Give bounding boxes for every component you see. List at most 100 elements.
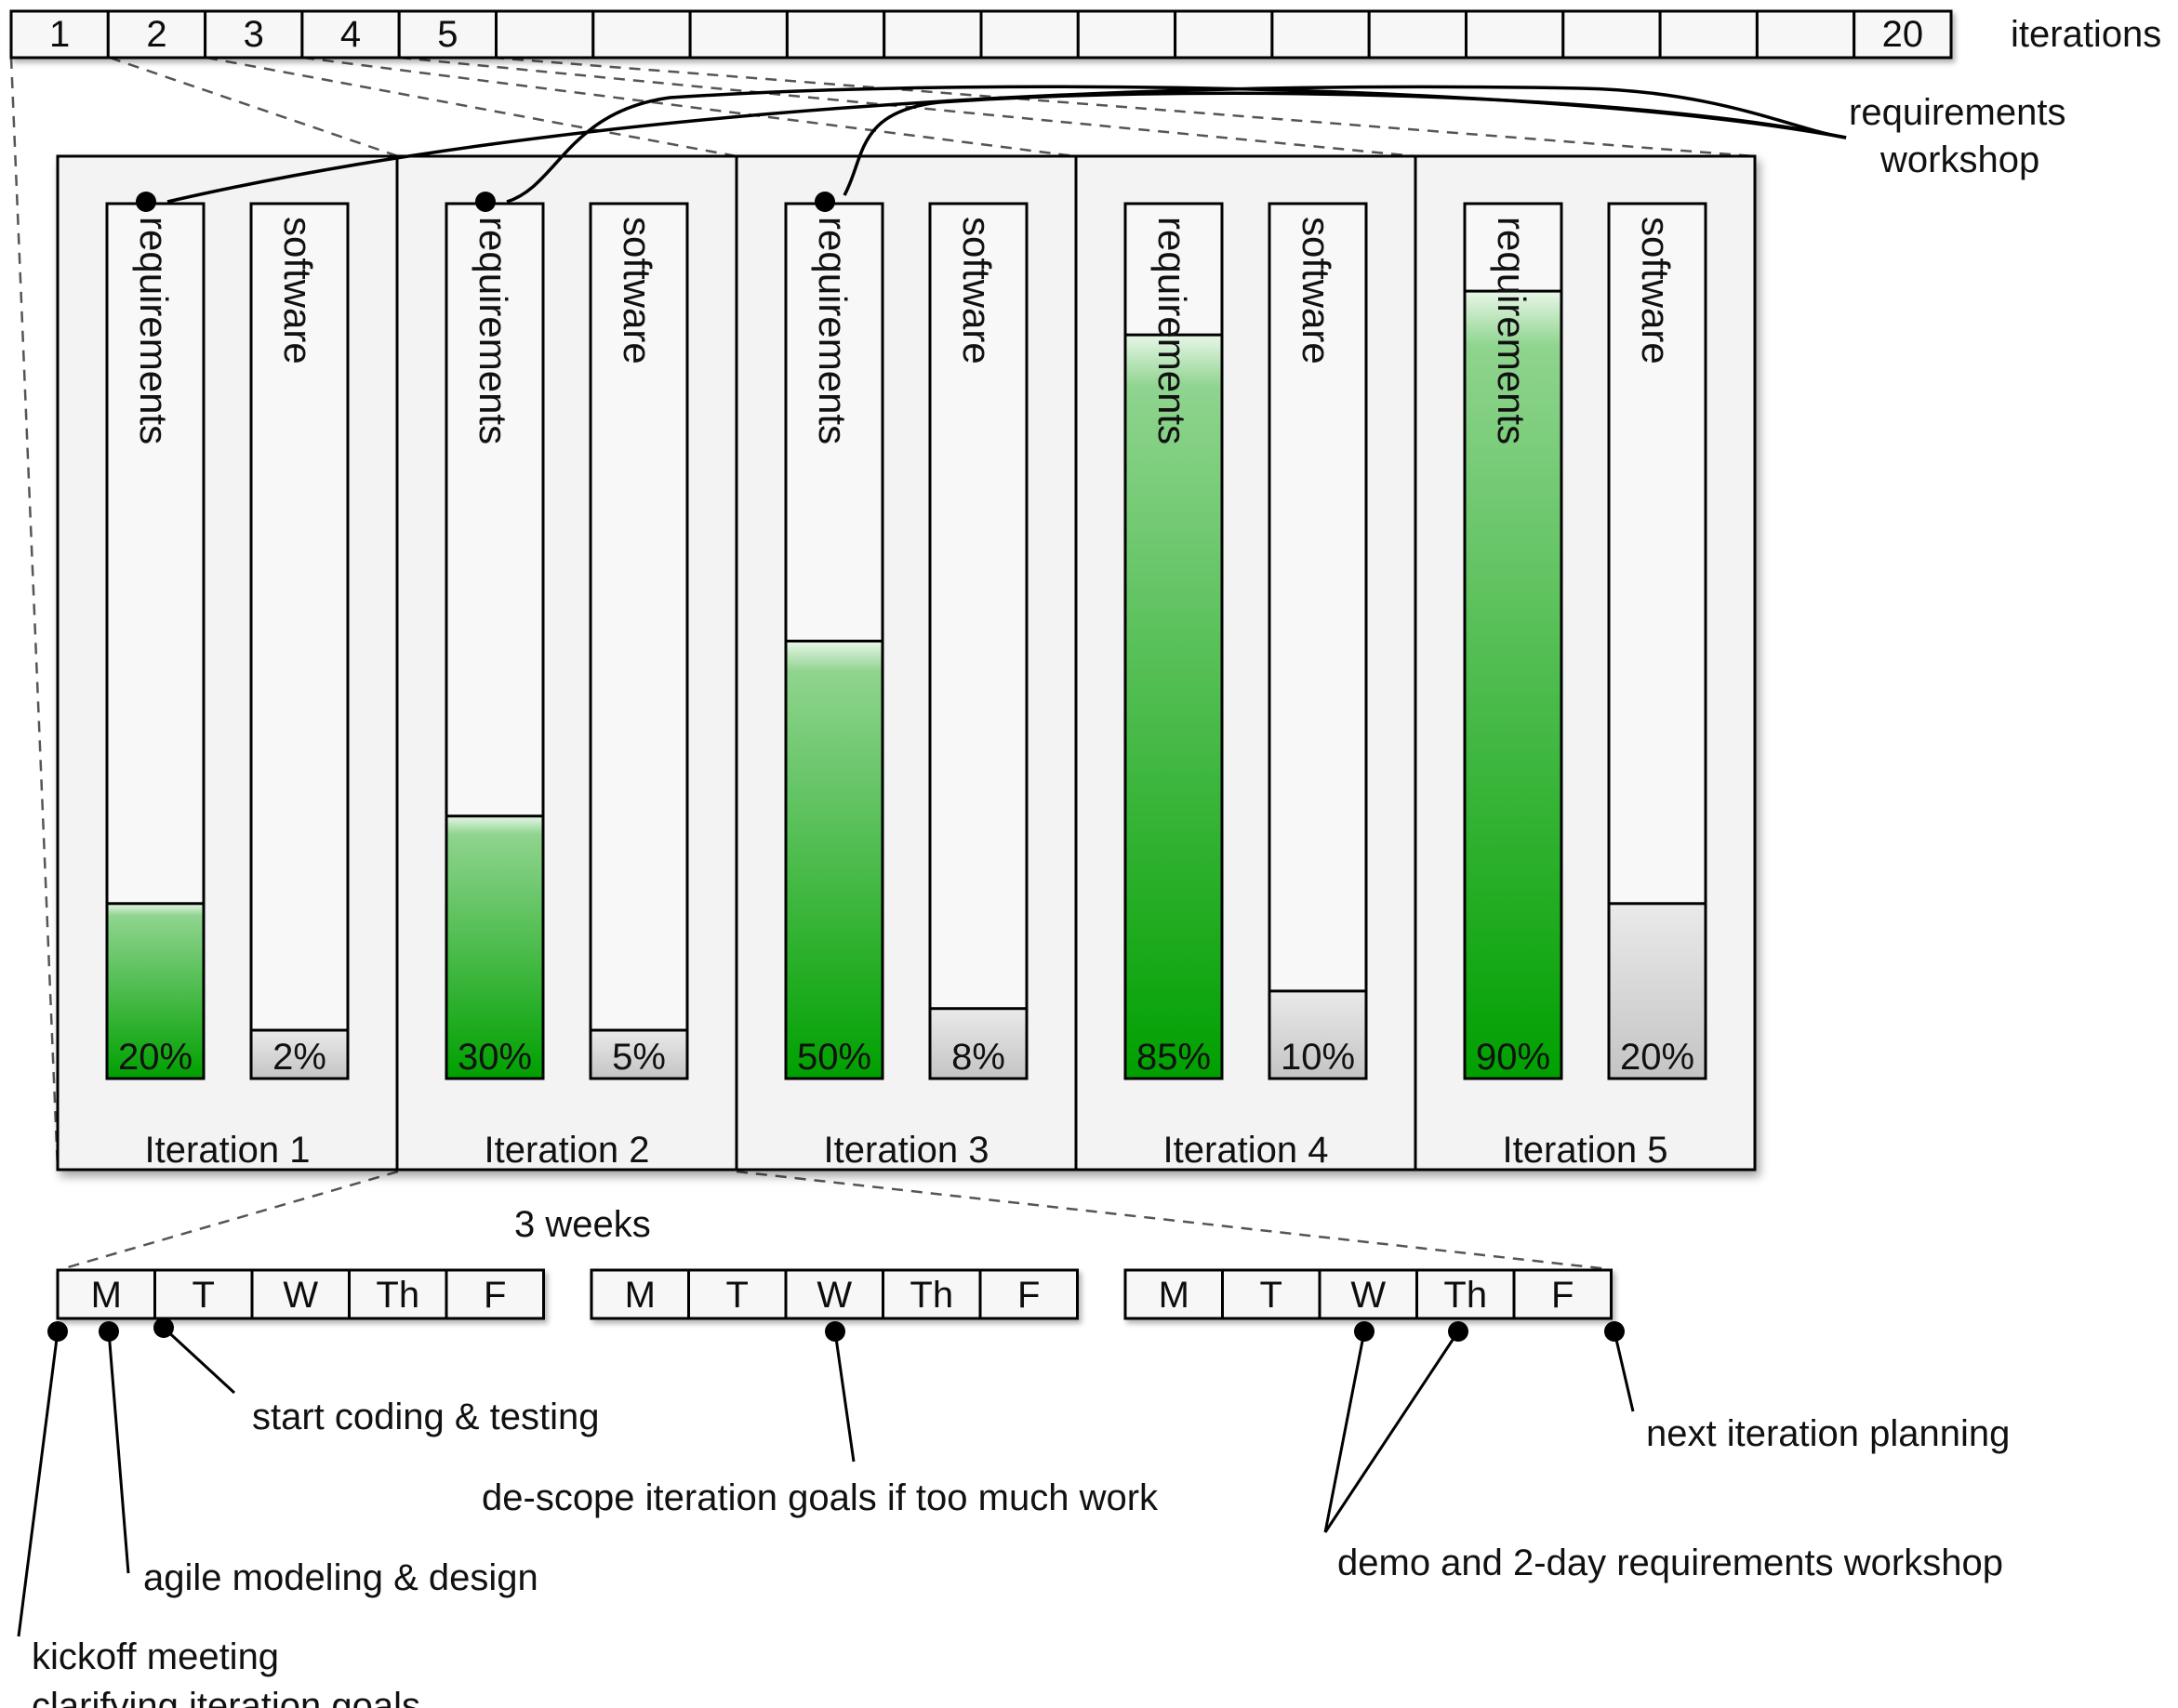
day-label: T xyxy=(193,1275,215,1316)
day-label: M xyxy=(625,1275,656,1316)
annotation-start-coding: start coding & testing xyxy=(252,1397,600,1437)
requirements-percent: 90% xyxy=(1476,1037,1550,1078)
software-label: software xyxy=(955,217,999,364)
iteration-name: Iteration 2 xyxy=(485,1130,650,1171)
software-bar-frame xyxy=(928,202,1029,1080)
requirements-bar-fill xyxy=(1123,333,1224,1080)
workshop-dot xyxy=(815,192,835,212)
software-bar-frame xyxy=(589,202,689,1080)
day-cell xyxy=(784,1268,884,1320)
iteration-cell xyxy=(9,9,110,60)
software-bar-fill xyxy=(1268,989,1368,1080)
iteration-cell xyxy=(204,9,304,60)
iteration-cell-label: 20 xyxy=(1882,14,1924,55)
requirements-label: requirements xyxy=(811,217,855,444)
day-cell xyxy=(56,1268,156,1320)
software-label: software xyxy=(616,217,659,364)
day-label: W xyxy=(283,1275,318,1316)
iteration-cell xyxy=(1270,9,1371,60)
iteration-cell xyxy=(1174,9,1274,60)
iteration-name: Iteration 1 xyxy=(145,1130,311,1171)
software-bar-frame xyxy=(249,202,350,1080)
week-bar: M T W Th F xyxy=(1123,1268,1613,1320)
day-label: Th xyxy=(910,1275,953,1316)
iteration-cell xyxy=(979,9,1080,60)
annotation-descope: de-scope iteration goals if too much wor… xyxy=(482,1477,1159,1518)
day-cell xyxy=(687,1268,788,1320)
week-bar: M T W Th F xyxy=(590,1268,1079,1320)
start-coding-dot xyxy=(153,1317,174,1338)
next-planning-dot xyxy=(1604,1321,1625,1342)
requirements-bar-fill xyxy=(1463,289,1563,1080)
iterations-panel: requirements software 20% 2% Iteration 1 requ… xyxy=(56,154,1757,1172)
annotation-next-planning: next iteration planning xyxy=(1646,1413,2010,1454)
demo-dot-th xyxy=(1448,1321,1468,1342)
software-bar-fill xyxy=(1607,902,1707,1080)
day-cell xyxy=(1512,1268,1613,1320)
iteration-column: requirements software 20% 2% Iteration 1 xyxy=(105,192,350,1171)
iteration-cell xyxy=(300,9,401,60)
workshop-label: requirements workshop xyxy=(1849,92,2077,180)
iteration-cell-label: 1 xyxy=(49,14,70,55)
day-label: F xyxy=(1017,1275,1040,1316)
iteration-cell xyxy=(1465,9,1565,60)
iteration-cell-label: 2 xyxy=(146,14,166,55)
iteration-name: Iteration 5 xyxy=(1503,1130,1668,1171)
iteration-cell xyxy=(1561,9,1662,60)
requirements-label: requirements xyxy=(1150,217,1194,444)
iteration-cell xyxy=(1658,9,1759,60)
iteration-name: Iteration 3 xyxy=(824,1130,989,1171)
annotation-dots xyxy=(47,1317,1625,1342)
iteration-cell-label: 3 xyxy=(244,14,264,55)
day-label: Th xyxy=(376,1275,419,1316)
iteration-cell xyxy=(1755,9,1856,60)
descope-dot xyxy=(825,1321,845,1342)
day-cell xyxy=(1318,1268,1418,1320)
day-cell xyxy=(1123,1268,1224,1320)
iteration-name: Iteration 4 xyxy=(1163,1130,1329,1171)
day-cell xyxy=(153,1268,254,1320)
software-percent: 10% xyxy=(1281,1037,1355,1078)
software-bar-fill xyxy=(589,1028,689,1080)
iteration-column: requirements software 30% 5% Iteration 2 xyxy=(445,192,689,1171)
iteration-cell-label: 4 xyxy=(340,14,361,55)
software-percent: 5% xyxy=(612,1037,666,1078)
day-label: W xyxy=(1350,1275,1386,1316)
requirements-label: requirements xyxy=(1490,217,1534,444)
software-percent: 2% xyxy=(272,1037,326,1078)
software-label: software xyxy=(276,217,320,364)
workshop-dot xyxy=(136,192,156,212)
iteration-cell xyxy=(397,9,498,60)
requirements-percent: 20% xyxy=(118,1037,193,1078)
annotation-demo-workshop: demo and 2-day requirements workshop xyxy=(1337,1542,2003,1583)
week-bar: M T W Th F xyxy=(56,1268,545,1320)
requirements-bar-fill xyxy=(784,640,884,1080)
workshop-label-line-2: workshop xyxy=(1879,139,2039,180)
iteration-cell xyxy=(883,9,983,60)
software-label: software xyxy=(1295,217,1338,364)
day-label: W xyxy=(817,1275,852,1316)
day-label: Th xyxy=(1443,1275,1487,1316)
iteration-cell xyxy=(785,9,886,60)
workshop-label-line-1: requirements xyxy=(1849,92,2065,133)
software-bar-fill xyxy=(249,1028,350,1080)
iteration-cell-label: 5 xyxy=(437,14,458,55)
day-label: F xyxy=(484,1275,506,1316)
day-label: M xyxy=(91,1275,122,1316)
day-cell xyxy=(250,1268,351,1320)
workshop-curves xyxy=(166,85,1847,204)
requirements-percent: 85% xyxy=(1136,1037,1211,1078)
day-label: M xyxy=(1159,1275,1189,1316)
software-percent: 8% xyxy=(951,1037,1005,1078)
annotation-kickoff-2: clarifying iteration goals xyxy=(32,1686,420,1708)
requirements-percent: 30% xyxy=(458,1037,532,1078)
software-percent: 20% xyxy=(1620,1037,1694,1078)
requirements-label: requirements xyxy=(471,217,515,444)
iteration-column: requirements software 50% 8% Iteration 3 xyxy=(784,192,1029,1171)
duration-label: 3 weeks xyxy=(514,1204,651,1245)
requirements-percent: 50% xyxy=(797,1037,871,1078)
week-bars: M T W Th F M T W Th F M T W Th F xyxy=(56,1268,1613,1320)
iterations-label: iterations xyxy=(2011,14,2161,55)
annotation-leaders xyxy=(17,1326,1635,1637)
